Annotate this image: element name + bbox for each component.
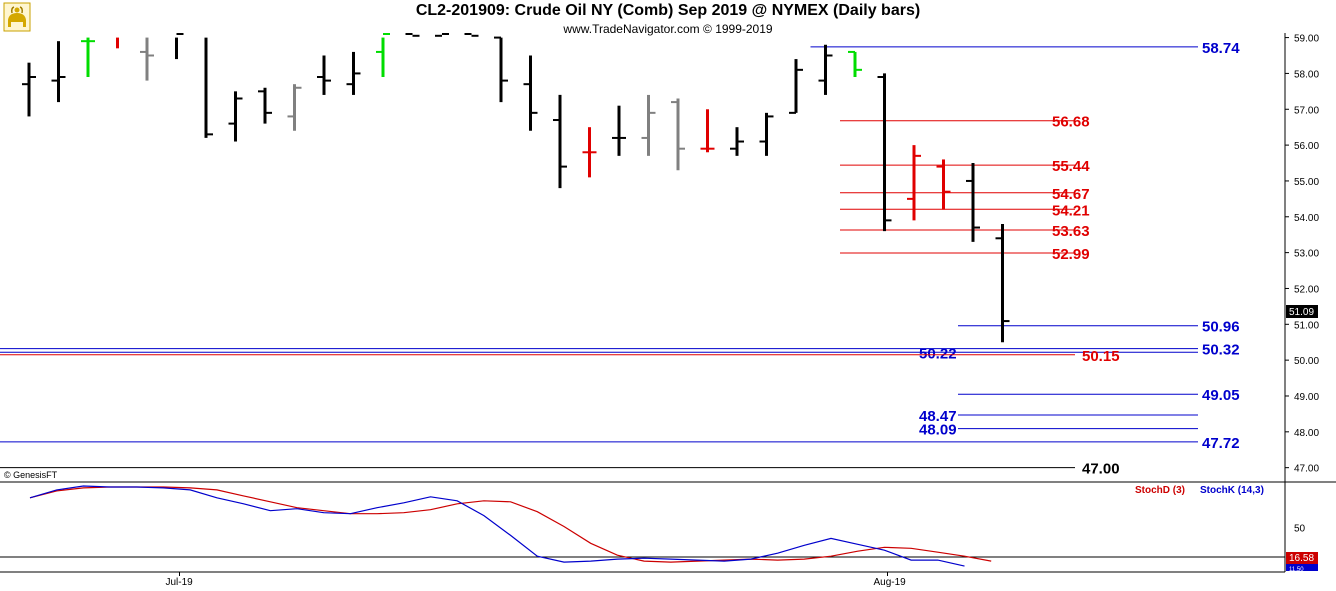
stoch-last-flag-d [1286, 552, 1318, 564]
price-tick-label: 52.00 [1294, 284, 1319, 295]
chart-header: CL2-201909: Crude Oil NY (Comb) Sep 2019… [0, 0, 1336, 36]
price-tick-label: 57.00 [1294, 105, 1319, 116]
stoch-tick-label: 50 [1294, 524, 1306, 535]
price-tick-label: 50.00 [1294, 356, 1319, 367]
price-axis-ticks: 59.00 58.00 57.00 56.00 55.00 54.00 53.00 52.00… [1285, 34, 1319, 475]
price-tick-label: 55.00 [1294, 177, 1319, 188]
level-label: 52.99 [1052, 246, 1090, 263]
time-tick-label: Aug-19 [874, 577, 907, 588]
price-tick-label: 51.00 [1294, 320, 1319, 331]
ohlc-bars [22, 33, 1010, 343]
stoch-last-flag-k [1286, 564, 1318, 571]
stoch-d-line [29, 486, 992, 563]
level-label: 50.32 [1202, 342, 1240, 359]
price-tick-label: 48.00 [1294, 428, 1319, 439]
level-label: 54.67 [1052, 186, 1090, 203]
level-label: 54.21 [1052, 202, 1090, 219]
last-price-label: 51.09 [1289, 307, 1314, 318]
stoch-last-value-k: 11.50 [1289, 567, 1304, 573]
level-label: 47.72 [1202, 435, 1240, 452]
level-label: 50.96 [1202, 319, 1240, 336]
time-tick-label: Jul-19 [166, 577, 194, 588]
stoch-legend-k: StochK (14,3) [1200, 485, 1264, 496]
level-label: 49.05 [1202, 387, 1240, 404]
price-tick-label: 49.00 [1294, 392, 1319, 403]
last-price-flag [1286, 305, 1318, 318]
price-tick-label: 47.00 [1294, 464, 1319, 475]
price-tick-label: 58.00 [1294, 69, 1319, 80]
time-axis-ticks: Jul-19 Aug-19 [166, 572, 907, 588]
stoch-legend-d: StochD (3) [1135, 485, 1185, 496]
level-label: 58.74 [1202, 40, 1240, 57]
level-label: 50.15 [1082, 348, 1120, 365]
chart-subtitle: www.TradeNavigator.com © 1999-2019 [563, 22, 773, 36]
level-label: 50.22 [919, 345, 957, 362]
level-label: 48.09 [919, 422, 957, 439]
level-label: 55.44 [1052, 158, 1090, 175]
level-label: 53.63 [1052, 223, 1090, 240]
level-label: 47.00 [1082, 461, 1120, 478]
price-tick-label: 59.00 [1294, 34, 1319, 45]
stoch-last-value-d: 16.58 [1289, 553, 1314, 564]
price-tick-label: 56.00 [1294, 141, 1319, 152]
copyright-label: © GenesisFT [4, 470, 58, 480]
price-tick-label: 54.00 [1294, 213, 1319, 224]
gold-bull-logo-icon [3, 2, 31, 32]
level-label: 48.47 [919, 408, 957, 425]
stochastic-panel: 50 [29, 485, 1306, 567]
level-label: 56.68 [1052, 114, 1090, 131]
stoch-k-line [29, 485, 965, 567]
price-tick-label: 53.00 [1294, 249, 1319, 260]
chart-title: CL2-201909: Crude Oil NY (Comb) Sep 2019… [415, 2, 921, 19]
